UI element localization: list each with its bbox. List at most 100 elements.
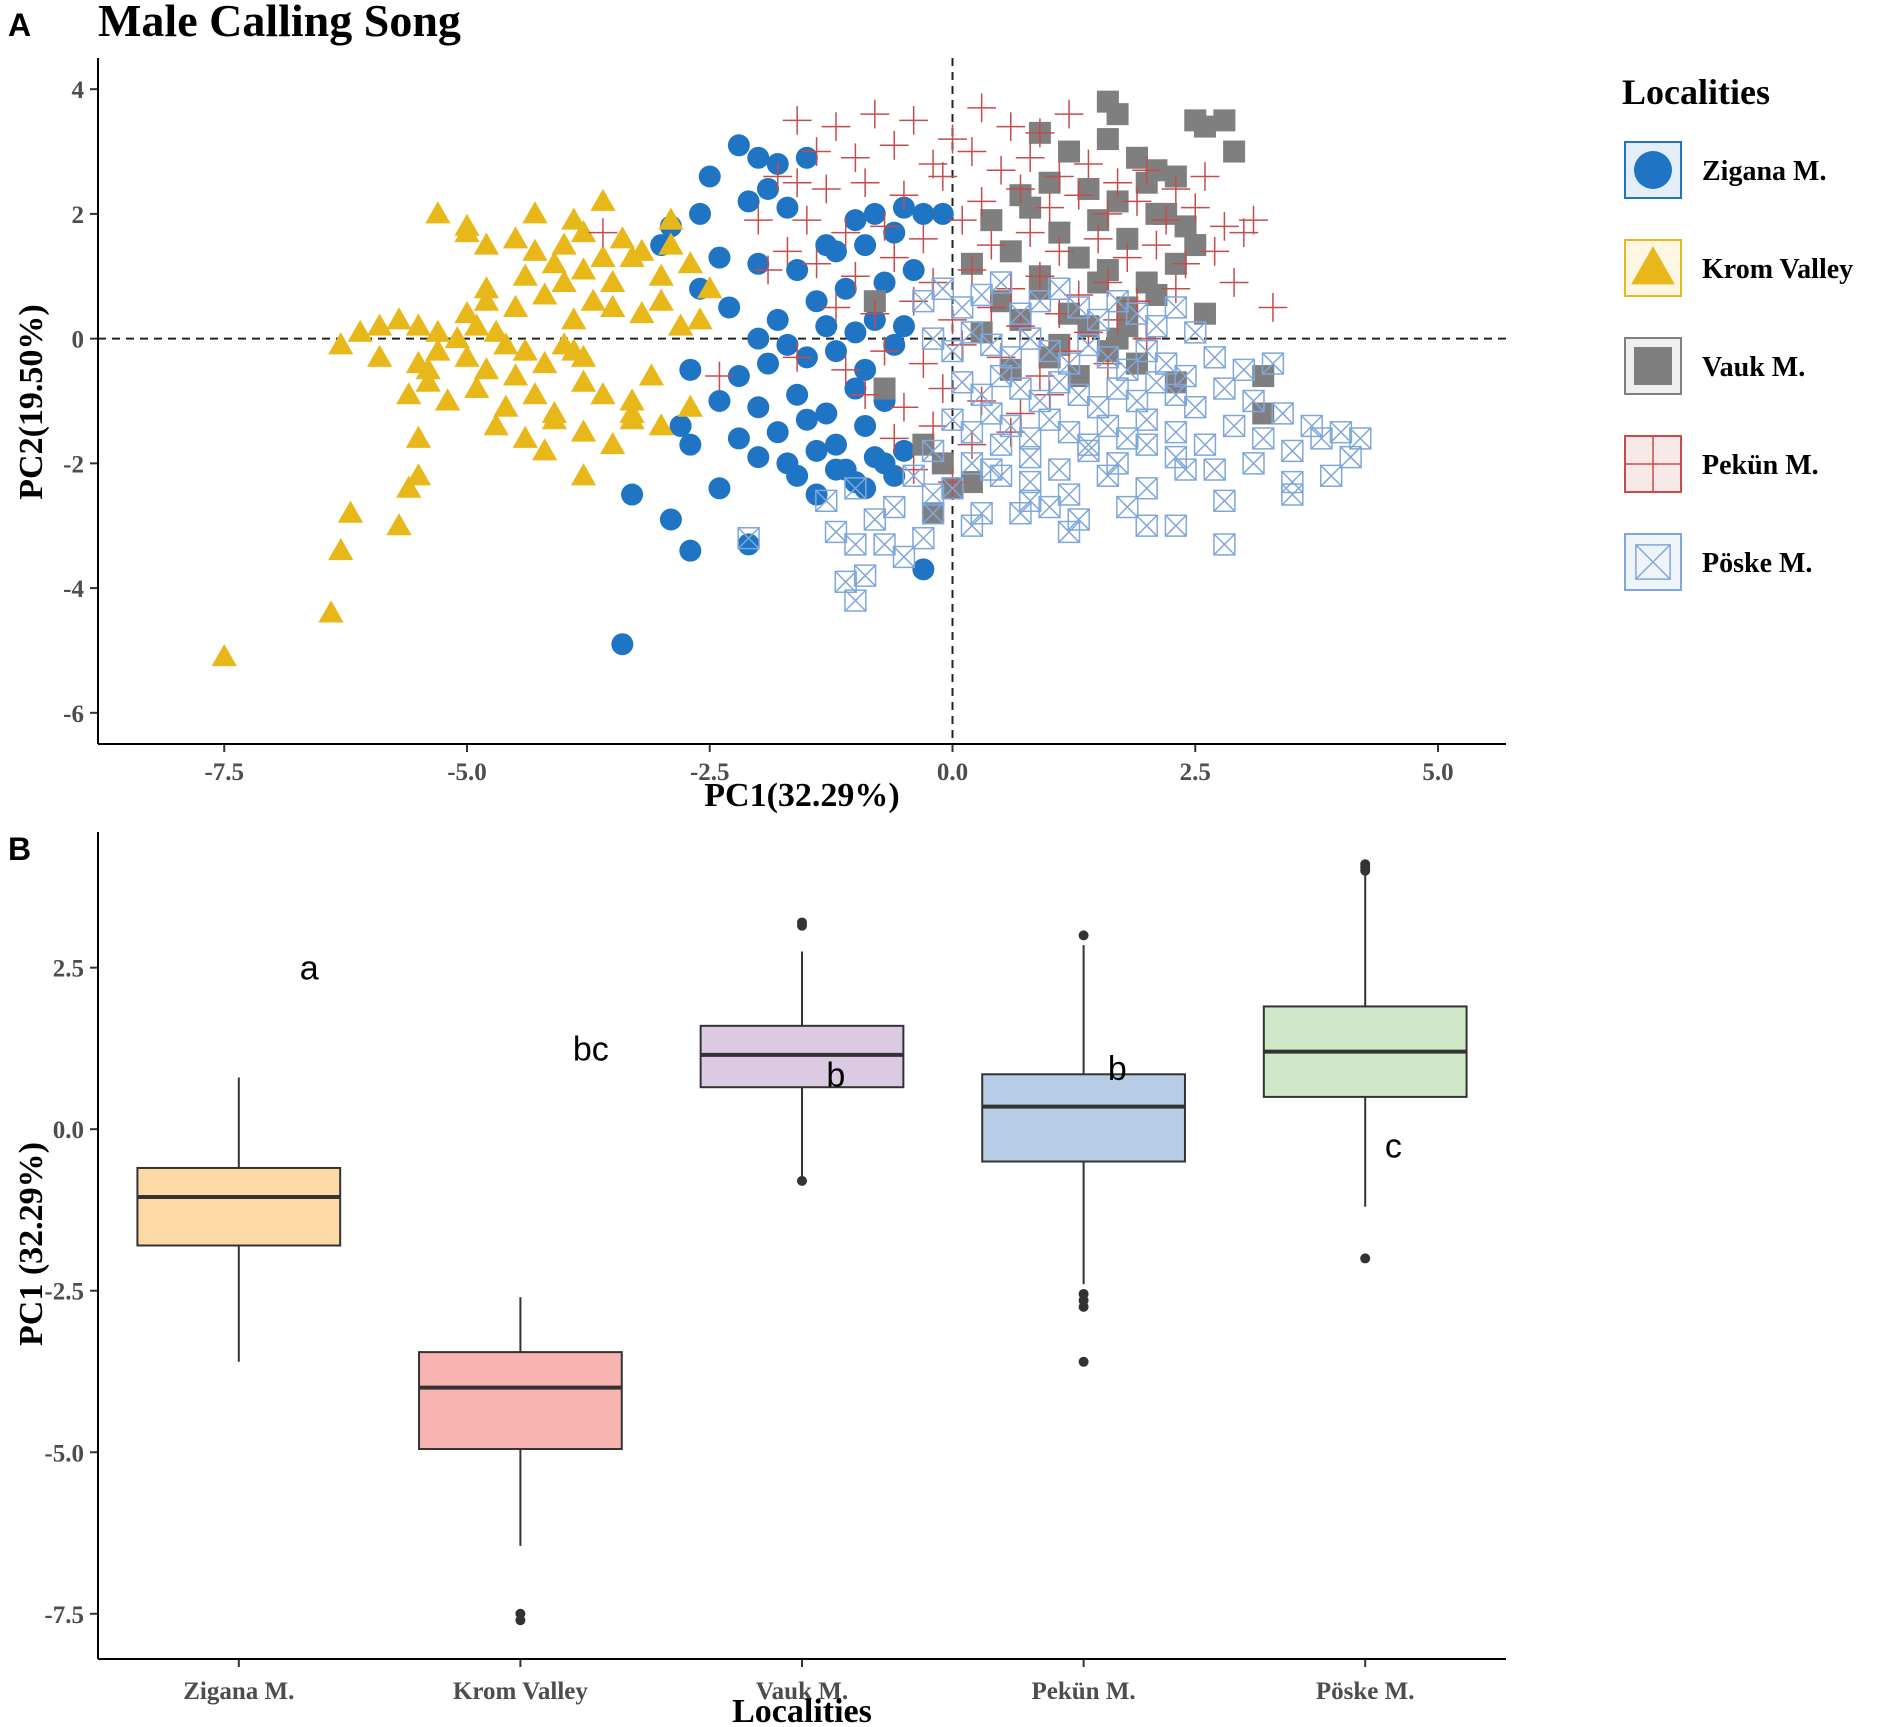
- point: [970, 383, 993, 406]
- point: [611, 633, 634, 656]
- point: [619, 388, 645, 411]
- outlier-point: [1360, 1253, 1371, 1264]
- point: [747, 252, 770, 275]
- point: [776, 196, 799, 219]
- point: [921, 502, 945, 525]
- point: [996, 112, 1026, 141]
- point: [425, 338, 451, 361]
- point: [1009, 502, 1032, 525]
- point: [1281, 439, 1304, 463]
- box-iqr: [136, 1166, 342, 1247]
- point: [679, 433, 702, 456]
- point: [1006, 174, 1035, 204]
- point: [844, 589, 867, 612]
- point: [889, 180, 919, 210]
- panel-a-x-tick-label: -2.5: [690, 759, 730, 786]
- panel-a-xlabel: PC1(32.29%): [704, 777, 899, 814]
- panel-a-ylabel: PC2(19.50%): [13, 304, 50, 499]
- point: [967, 187, 997, 216]
- point: [1281, 470, 1304, 494]
- point: [1329, 420, 1353, 444]
- point: [879, 243, 909, 272]
- point: [873, 271, 896, 294]
- point: [1125, 389, 1149, 413]
- point: [766, 421, 789, 444]
- panel-b-y-tick-label: 0.0: [53, 1117, 84, 1144]
- point: [588, 218, 618, 248]
- point: [1096, 414, 1120, 438]
- point: [1203, 458, 1226, 481]
- point: [659, 508, 682, 531]
- point: [1116, 358, 1139, 382]
- point: [1025, 261, 1055, 291]
- point: [1320, 464, 1343, 488]
- point: [1164, 514, 1188, 537]
- box-krom-valley: bc: [418, 1030, 623, 1626]
- point: [899, 455, 929, 484]
- point: [1193, 433, 1217, 456]
- point: [1142, 230, 1171, 260]
- point: [1038, 408, 1061, 431]
- point: [493, 332, 519, 355]
- point: [850, 168, 880, 198]
- point: [743, 205, 773, 235]
- point: [561, 338, 587, 361]
- point: [1258, 293, 1288, 322]
- point: [1093, 199, 1123, 229]
- point: [444, 325, 470, 349]
- point: [912, 558, 935, 581]
- point: [590, 244, 616, 268]
- panel-b-x-tick-label: Krom Valley: [453, 1678, 588, 1705]
- significance-letter: c: [1385, 1127, 1402, 1165]
- point: [1019, 196, 1042, 219]
- point: [757, 177, 780, 200]
- point: [677, 251, 703, 274]
- significance-letter: b: [826, 1056, 845, 1094]
- point: [679, 358, 702, 381]
- point: [844, 377, 867, 400]
- point: [415, 357, 441, 380]
- point: [970, 283, 993, 307]
- point: [1018, 489, 1042, 512]
- significance-letter: a: [300, 950, 319, 988]
- panel-b-letter: B: [8, 831, 31, 867]
- point: [776, 333, 799, 356]
- panel-a-y-tick-label: -4: [63, 576, 84, 603]
- panel-b-xlabel: Localities: [732, 1693, 872, 1727]
- point: [1164, 296, 1188, 319]
- point: [727, 134, 750, 157]
- point: [718, 296, 741, 319]
- point: [1057, 352, 1081, 375]
- point: [892, 315, 915, 338]
- point: [580, 288, 606, 311]
- point: [1122, 187, 1152, 216]
- point: [999, 414, 1022, 438]
- point: [425, 201, 451, 224]
- panel-a-x-tick-label: 5.0: [1422, 759, 1453, 786]
- point: [570, 419, 597, 442]
- point: [473, 288, 500, 311]
- point: [1038, 346, 1061, 369]
- point: [689, 202, 712, 225]
- point: [1074, 149, 1103, 179]
- point: [512, 338, 538, 361]
- legend: Zigana M. Krom Valley Vauk M. Pekün M. Pöske…: [1624, 141, 1853, 591]
- point: [928, 162, 958, 191]
- outlier-point: [1078, 1356, 1089, 1367]
- point: [1067, 296, 1090, 319]
- box-zigana-m-: a: [136, 950, 342, 1362]
- point: [1300, 414, 1323, 438]
- point: [687, 307, 713, 330]
- point: [425, 319, 451, 342]
- panel-a-x-tick-label: 2.5: [1180, 759, 1211, 786]
- point: [1213, 489, 1236, 512]
- point: [1067, 508, 1090, 531]
- point: [502, 294, 529, 317]
- outlier-point: [1078, 930, 1089, 941]
- point: [1174, 364, 1197, 388]
- point: [951, 371, 974, 394]
- point: [599, 432, 626, 455]
- point: [551, 269, 577, 292]
- point: [1096, 128, 1119, 151]
- series-zigana-m-: [611, 134, 954, 656]
